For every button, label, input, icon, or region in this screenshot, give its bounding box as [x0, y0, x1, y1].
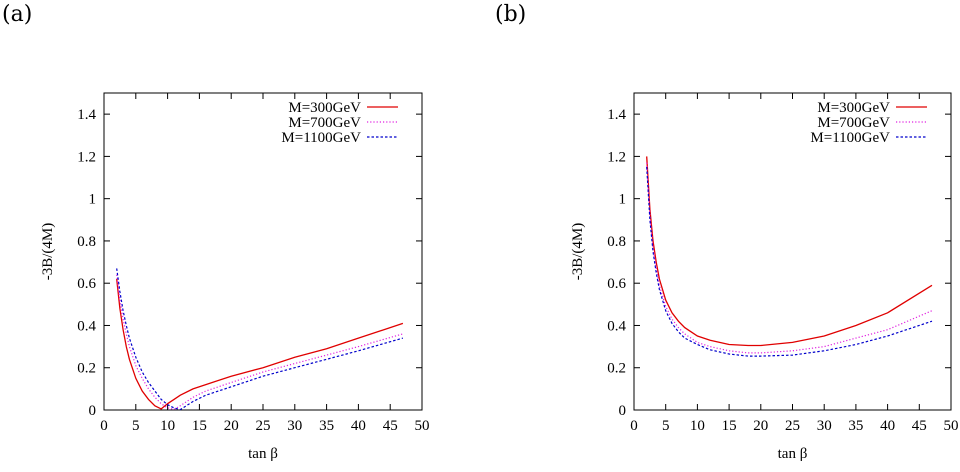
x-tick-label: 20 [753, 418, 768, 434]
x-tick-label: 45 [383, 418, 398, 434]
legend-label-3: M=1100GeV [810, 130, 890, 146]
y-tick-label: 1.2 [77, 149, 96, 165]
y-tick-label: 0.8 [607, 234, 626, 250]
y-tick-label: 0 [89, 403, 97, 419]
x-tick-label: 40 [351, 418, 366, 434]
series-line-3 [646, 166, 933, 357]
series-line-3 [116, 268, 404, 411]
y-axis-label: -3B/(4M) [570, 223, 586, 281]
y-tick-label: 1.4 [607, 107, 626, 123]
plot-frame [633, 92, 952, 411]
y-tick-label: 0 [619, 403, 627, 419]
x-tick-label: 50 [944, 418, 959, 434]
legend-label-2: M=700GeV [817, 115, 890, 131]
x-tick-label: 0 [100, 418, 108, 434]
legend-label-2: M=700GeV [288, 115, 361, 131]
x-tick-label: 5 [662, 418, 670, 434]
x-tick-label: 10 [160, 418, 175, 434]
series-line-2 [116, 274, 404, 411]
x-tick-label: 30 [287, 418, 302, 434]
legend-label-3: M=1100GeV [281, 130, 361, 146]
x-tick-label: 45 [912, 418, 927, 434]
x-tick-label: 20 [224, 418, 239, 434]
legend-label-1: M=300GeV [817, 100, 890, 116]
plot-frame [103, 92, 423, 411]
legend-label-1: M=300GeV [288, 100, 361, 116]
x-tick-label: 0 [630, 418, 638, 434]
y-tick-label: 0.6 [607, 276, 626, 292]
y-tick-label: 0.4 [77, 318, 96, 334]
x-tick-label: 50 [415, 418, 430, 434]
series-line-2 [646, 162, 933, 354]
chart-b: 0 5 10 15 20 25 30 35 40 45 50 0 0.2 0.4 0.6 0.8 1 1.2 1.4… [570, 92, 959, 462]
series-line-1 [116, 278, 404, 410]
x-tick-label: 40 [880, 418, 895, 434]
x-axis-label: tan β [248, 446, 278, 462]
y-axis-label: -3B/(4M) [40, 223, 56, 281]
x-tick-label: 10 [690, 418, 705, 434]
y-tick-label: 0.8 [77, 234, 96, 250]
x-tick-label: 15 [722, 418, 737, 434]
y-tick-label: 1 [89, 192, 97, 208]
x-tick-label: 35 [319, 418, 334, 434]
x-tick-label: 30 [817, 418, 832, 434]
x-tick-label: 25 [256, 418, 271, 434]
y-tick-label: 1.4 [77, 107, 96, 123]
x-tick-label: 35 [848, 418, 863, 434]
chart-a: 0 5 10 15 20 25 30 35 40 45 50 0 0.2 0.4 0.6 0.8 1 1.2 1.4… [40, 92, 430, 462]
y-tick-label: 0.2 [607, 361, 626, 377]
series-line-1 [646, 156, 933, 347]
panel-label-b: (b) [495, 2, 527, 27]
panel-label-a: (a) [2, 2, 33, 27]
y-tick-label: 0.6 [77, 276, 96, 292]
x-tick-label: 25 [785, 418, 800, 434]
y-tick-label: 1 [619, 192, 627, 208]
y-tick-label: 0.4 [607, 318, 626, 334]
x-tick-label: 15 [192, 418, 207, 434]
y-tick-label: 1.2 [607, 149, 626, 165]
y-tick-label: 0.2 [77, 361, 96, 377]
x-axis-label: tan β [778, 446, 808, 462]
x-tick-label: 5 [132, 418, 140, 434]
